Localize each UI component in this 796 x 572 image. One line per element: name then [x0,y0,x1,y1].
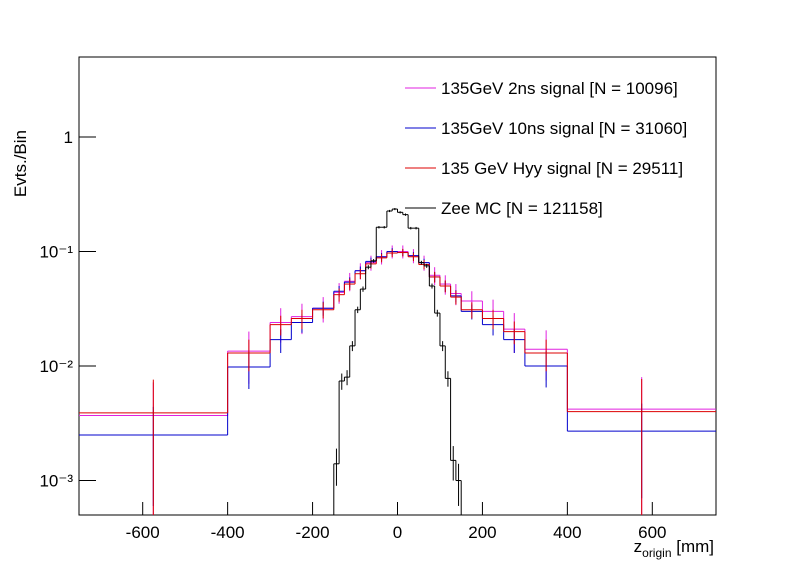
x-axis-label-unit: [mm] [672,537,715,556]
x-axis-label-sub: origin [642,546,671,560]
y-tick-label: 10⁻² [39,357,73,376]
x-tick-label: 400 [553,523,581,542]
x-tick-label: -200 [296,523,330,542]
x-tick-label: -400 [211,523,245,542]
x-tick-label: 600 [638,523,666,542]
x-tick-label: 0 [393,523,402,542]
y-tick-label: 1 [64,128,73,147]
x-tick-label: 200 [468,523,496,542]
legend-label: Zee MC [N = 121158] [441,199,603,218]
x-axis-label: zorigin [mm] [634,537,714,560]
y-tick-label: 10⁻³ [39,472,73,491]
x-tick-label: -600 [126,523,160,542]
legend-label: 135 GeV Hyy signal [N = 29511] [441,159,683,178]
legend-label: 135GeV 2ns signal [N = 10096] [441,79,678,98]
y-axis-label: Evts./Bin [11,130,30,197]
legend-label: 135GeV 10ns signal [N = 31060] [441,119,687,138]
x-axis-label-main: z [634,537,643,556]
y-tick-label: 10⁻¹ [39,243,73,262]
